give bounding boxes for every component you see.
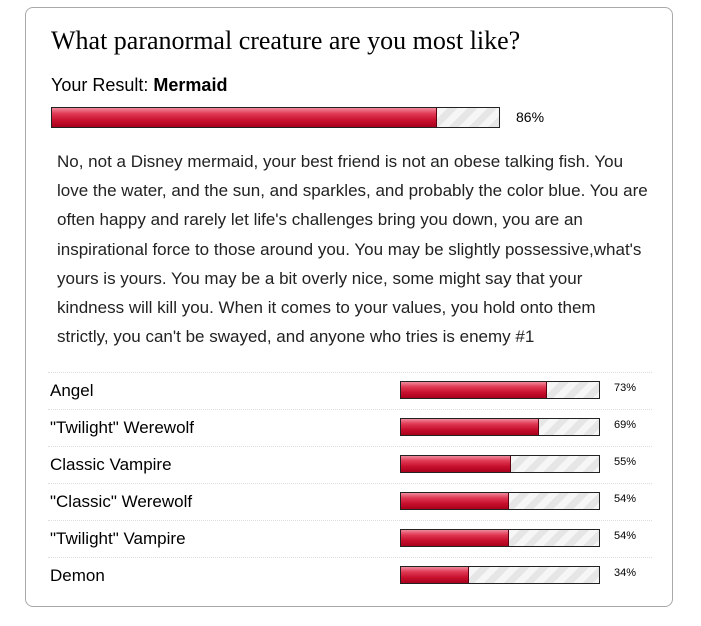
other-results-list: Angel 73% "Twilight" Werewolf 69% Classi… [48,372,652,594]
other-result-percent: 34% [614,567,637,579]
other-result-row: "Classic" Werewolf 54% [48,483,652,520]
other-result-percent: 54% [614,530,637,542]
other-result-name: Demon [50,566,105,585]
other-result-bar [400,529,600,547]
result-name: Mermaid [153,75,228,95]
other-result-percent: 73% [614,382,637,394]
other-result-bar-fill [401,419,539,435]
other-result-name: Angel [50,381,94,400]
other-result-percent: 69% [614,419,637,431]
other-result-percent: 54% [614,493,637,505]
result-description: No, not a Disney mermaid, your best frie… [57,152,648,347]
other-result-bar-fill [401,382,547,398]
other-result-row: "Twilight" Werewolf 69% [48,409,652,446]
other-result-row: Angel 73% [48,372,652,409]
your-result-line: Your Result: Mermaid [51,74,227,96]
result-progress-fill [52,108,438,127]
result-progress-bar [51,107,500,128]
other-result-bar [400,492,600,510]
other-result-bar-fill [401,567,470,583]
your-result-label: Your Result: [51,75,149,95]
other-result-percent: 55% [614,456,637,468]
quiz-title: What paranormal creature are you most li… [51,26,521,55]
other-result-name: Classic Vampire [50,455,172,474]
other-result-bar-fill [401,456,511,472]
other-result-name: "Classic" Werewolf [50,492,193,511]
other-result-bar [400,566,600,584]
other-result-bar-fill [401,493,509,509]
other-result-bar [400,418,600,436]
other-result-bar [400,381,600,399]
quiz-result-card: What paranormal creature are you most li… [25,7,673,607]
other-result-bar [400,455,600,473]
other-result-name: "Twilight" Vampire [50,529,186,548]
other-result-bar-fill [401,530,509,546]
other-result-row: "Twilight" Vampire 54% [48,520,652,557]
other-result-row: Demon 34% [48,557,652,594]
other-result-row: Classic Vampire 55% [48,446,652,483]
result-percent: 86% [516,109,545,125]
other-result-name: "Twilight" Werewolf [50,418,195,437]
